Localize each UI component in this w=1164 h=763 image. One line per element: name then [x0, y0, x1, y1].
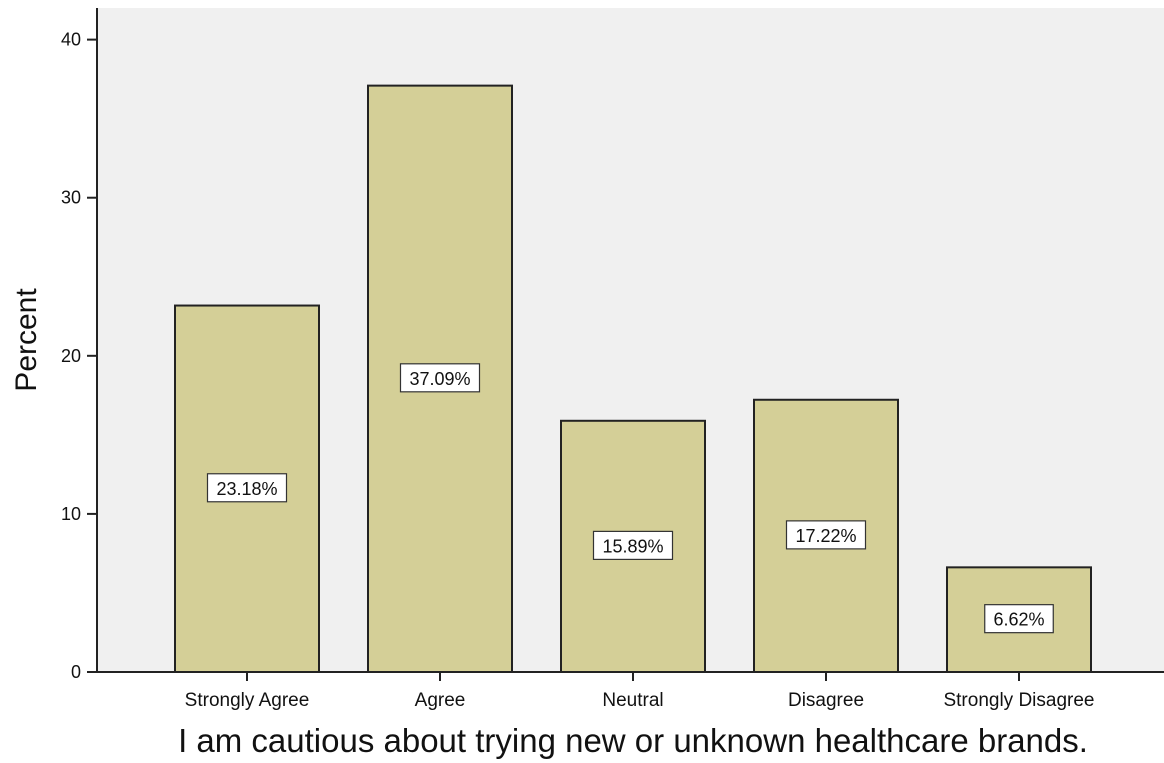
data-label-box — [399, 363, 481, 393]
y-tick-label: 20 — [61, 346, 81, 366]
x-tick-label: Disagree — [788, 690, 864, 711]
data-label-box — [592, 530, 674, 560]
x-tick-label: Agree — [415, 690, 466, 711]
x-axis-label: I am cautious about trying new or unknow… — [178, 722, 1088, 759]
y-tick-label: 10 — [61, 504, 81, 524]
data-label: 17.22% — [785, 520, 867, 550]
axes-layer: 0 10 20 30 40 Strongly Agree Agree Neutral Disag… — [61, 8, 1164, 711]
y-axis-label: Percent — [10, 288, 43, 392]
data-label: 15.89% — [592, 530, 674, 560]
data-label: 23.18% — [206, 473, 288, 503]
data-label: 6.62% — [984, 604, 1054, 634]
data-label-box — [785, 520, 867, 550]
data-label-text: 37.09% — [409, 369, 470, 389]
data-label-text: 6.62% — [993, 610, 1044, 630]
data-label-box — [984, 604, 1054, 634]
x-tick-label: Strongly Agree — [185, 690, 310, 711]
data-label-text: 17.22% — [795, 526, 856, 546]
x-tick-label: Neutral — [602, 690, 663, 711]
y-tick-label: 40 — [61, 30, 81, 50]
data-label-box — [206, 473, 288, 503]
x-tick-label: Strongly Disagree — [943, 690, 1094, 711]
data-label: 37.09% — [399, 363, 481, 393]
data-label-text: 15.89% — [602, 536, 663, 556]
data-label-text: 23.18% — [216, 479, 277, 499]
y-tick-label: 0 — [71, 662, 81, 682]
data-labels-layer: 23.18% 37.09% 15.89% 17.22% 6.62% — [206, 363, 1054, 634]
y-tick-label: 30 — [61, 188, 81, 208]
